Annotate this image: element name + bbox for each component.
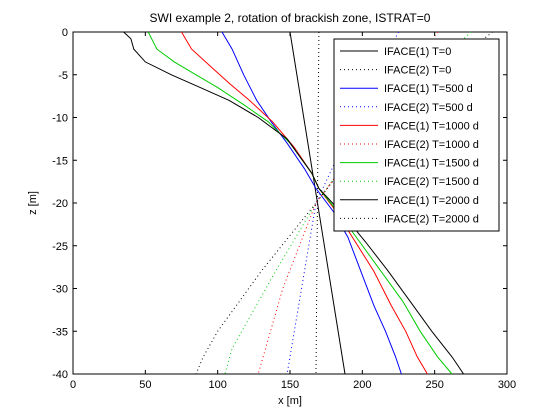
x-tick-label: 0 — [70, 379, 76, 391]
y-tick-label: -30 — [52, 284, 68, 296]
x-tick-label: 150 — [281, 379, 299, 391]
ticks-layer: 0 50 100 150 200 250 300 0 -5 -10 -15 -20 -25 -30 -35 -… — [52, 27, 516, 391]
y-tick-label: -15 — [52, 155, 68, 167]
y-tick-label: -5 — [58, 70, 68, 82]
y-tick-label: -40 — [52, 369, 68, 381]
chart-title: SWI example 2, rotation of brackish zone… — [150, 11, 431, 25]
legend-entry: IFACE(1) T=0 — [384, 46, 451, 58]
series-line-1 — [289, 31, 346, 375]
series-line-4 — [286, 31, 399, 375]
legend-entry: IFACE(2) T=2000 d — [384, 213, 479, 225]
legend-entry: IFACE(2) T=0 — [384, 65, 451, 77]
y-tick-label: -20 — [52, 198, 68, 210]
legend-entry: IFACE(1) T=2000 d — [384, 195, 479, 207]
y-tick-label: 0 — [62, 27, 68, 39]
x-tick-label: 300 — [498, 379, 516, 391]
legend-box — [333, 38, 500, 232]
series-line-3 — [221, 31, 402, 375]
y-tick-label: -10 — [52, 113, 68, 125]
legend-entry: IFACE(1) T=1500 d — [384, 158, 479, 170]
legend-entry: IFACE(2) T=1500 d — [384, 176, 479, 188]
x-tick-label: 250 — [425, 379, 443, 391]
series-line-9 — [123, 31, 476, 375]
legend-entry: IFACE(1) T=1000 d — [384, 120, 479, 132]
x-axis-label: x [m] — [278, 395, 302, 407]
y-tick-label: -35 — [52, 326, 68, 338]
legend-entry: IFACE(2) T=500 d — [384, 102, 473, 114]
series-line-10 — [195, 31, 493, 375]
x-tick-label: 200 — [353, 379, 371, 391]
legend-entry: IFACE(1) T=500 d — [384, 83, 473, 95]
legend: IFACE(1) T=0 IFACE(2) T=0 IFACE(1) T=500 d… — [333, 38, 500, 232]
x-tick-label: 50 — [139, 379, 151, 391]
y-tick-label: -25 — [52, 241, 68, 253]
y-axis-label: z [m] — [27, 191, 39, 215]
x-tick-label: 100 — [208, 379, 226, 391]
legend-entry: IFACE(2) T=1000 d — [384, 139, 479, 151]
